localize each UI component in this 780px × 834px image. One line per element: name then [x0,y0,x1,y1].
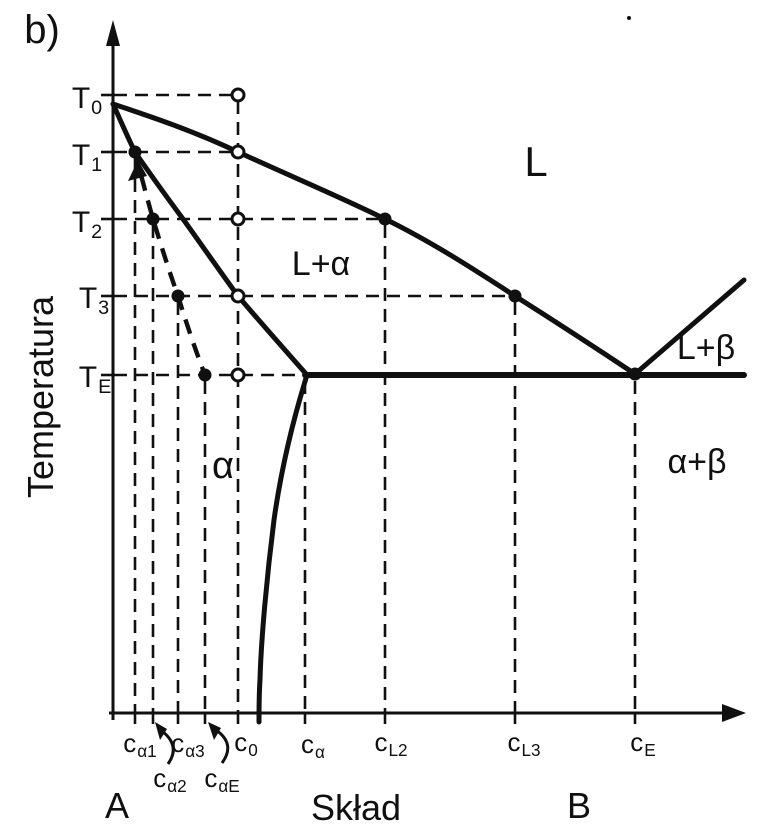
composition-label-E: cE [630,727,655,759]
label-main: T [71,206,91,239]
figure-label: b) [24,8,60,52]
composition-label-α2: cα2 [153,763,186,795]
filled-dot-marker [508,289,522,303]
temperature-label-3: T3 [78,282,109,319]
solvus-curve [256,372,310,725]
label-subscript: αE [218,776,240,797]
label-subscript: 3 [98,297,110,320]
region-label-liquid: L [524,138,548,185]
label-leader-arrowhead-icon [155,722,167,740]
region-label-alpha-beta: α+β [667,443,727,481]
label-subscript: 0 [248,740,258,761]
markers-group [128,16,642,765]
label-subscript: α3 [185,741,205,762]
filled-dot-marker [128,145,142,159]
x-axis-title: Skład [310,787,402,828]
label-main: c [234,727,248,757]
region-label-alpha: α [212,445,234,487]
label-main: c [301,729,315,759]
label-subscript: 2 [91,221,103,244]
region-label-liquid-alpha: L+α [291,245,351,283]
open-circle-marker [230,288,246,304]
composition-label-L3: cL3 [507,727,540,759]
label-main: T [71,139,91,172]
region-label-liquid-beta: L+β [676,329,736,367]
label-subscript: α1 [137,741,157,762]
label-main: c [123,728,137,758]
x-axis-endpoint-b: B [566,785,592,826]
open-circle-marker [230,87,246,103]
label-leader-arrow [215,728,230,764]
label-subscript: 0 [91,97,103,120]
label-subscript: α2 [167,776,187,797]
temperature-label-2: T2 [71,206,102,243]
mean-solid-curve-arrowhead-icon [128,160,147,181]
liquidus-curve [110,101,638,377]
label-leader-arrow [161,729,175,765]
label-subscript: E [98,376,112,399]
label-main: c [153,763,167,793]
label-main: c [630,727,644,757]
open-circle-marker [230,144,246,160]
filled-dot-marker [378,212,392,226]
filled-dot-marker [628,367,642,381]
label-main: c [204,763,218,793]
label-main: T [78,282,98,315]
composition-label-αE: cαE [204,763,239,795]
label-subscript: L3 [521,740,541,761]
temperature-label-0: T0 [71,82,102,119]
construction-lines-group [101,93,637,724]
composition-label-α3: cα3 [171,728,204,760]
mean-solid-composition-dashed-curve [132,151,208,376]
label-main: c [171,728,185,758]
solidus-curve [110,101,310,378]
label-main: T [78,361,98,394]
composition-label-α: cα [301,729,325,761]
open-circle-marker [230,367,246,383]
filled-dot-marker [198,368,212,382]
label-subscript: 1 [91,154,103,177]
y-axis-arrowhead-icon [106,20,120,46]
label-main: c [374,727,388,757]
beta-liquidus-curve [632,277,747,377]
open-circle-marker [230,211,246,227]
composition-label-α1: cα1 [123,728,156,760]
label-main: T [71,82,91,115]
label-leader-arrowhead-icon [208,722,221,740]
temperature-label-1: T1 [71,139,102,176]
filled-dot-marker [171,289,185,303]
x-axis-endpoint-a: A [104,785,130,826]
label-main: c [507,727,521,757]
composition-label-L2: cL2 [374,727,407,759]
temperature-label-E: TE [78,361,112,398]
composition-label-0: c0 [234,727,258,759]
label-subscript: L2 [388,740,408,761]
label-subscript: E [644,740,656,761]
filled-dot-marker [146,212,160,226]
x-axis-arrowhead-icon [722,704,746,722]
label-subscript: α [315,742,325,763]
y-axis-title: Temperatura [20,295,61,499]
stray-print-dot [627,16,631,20]
